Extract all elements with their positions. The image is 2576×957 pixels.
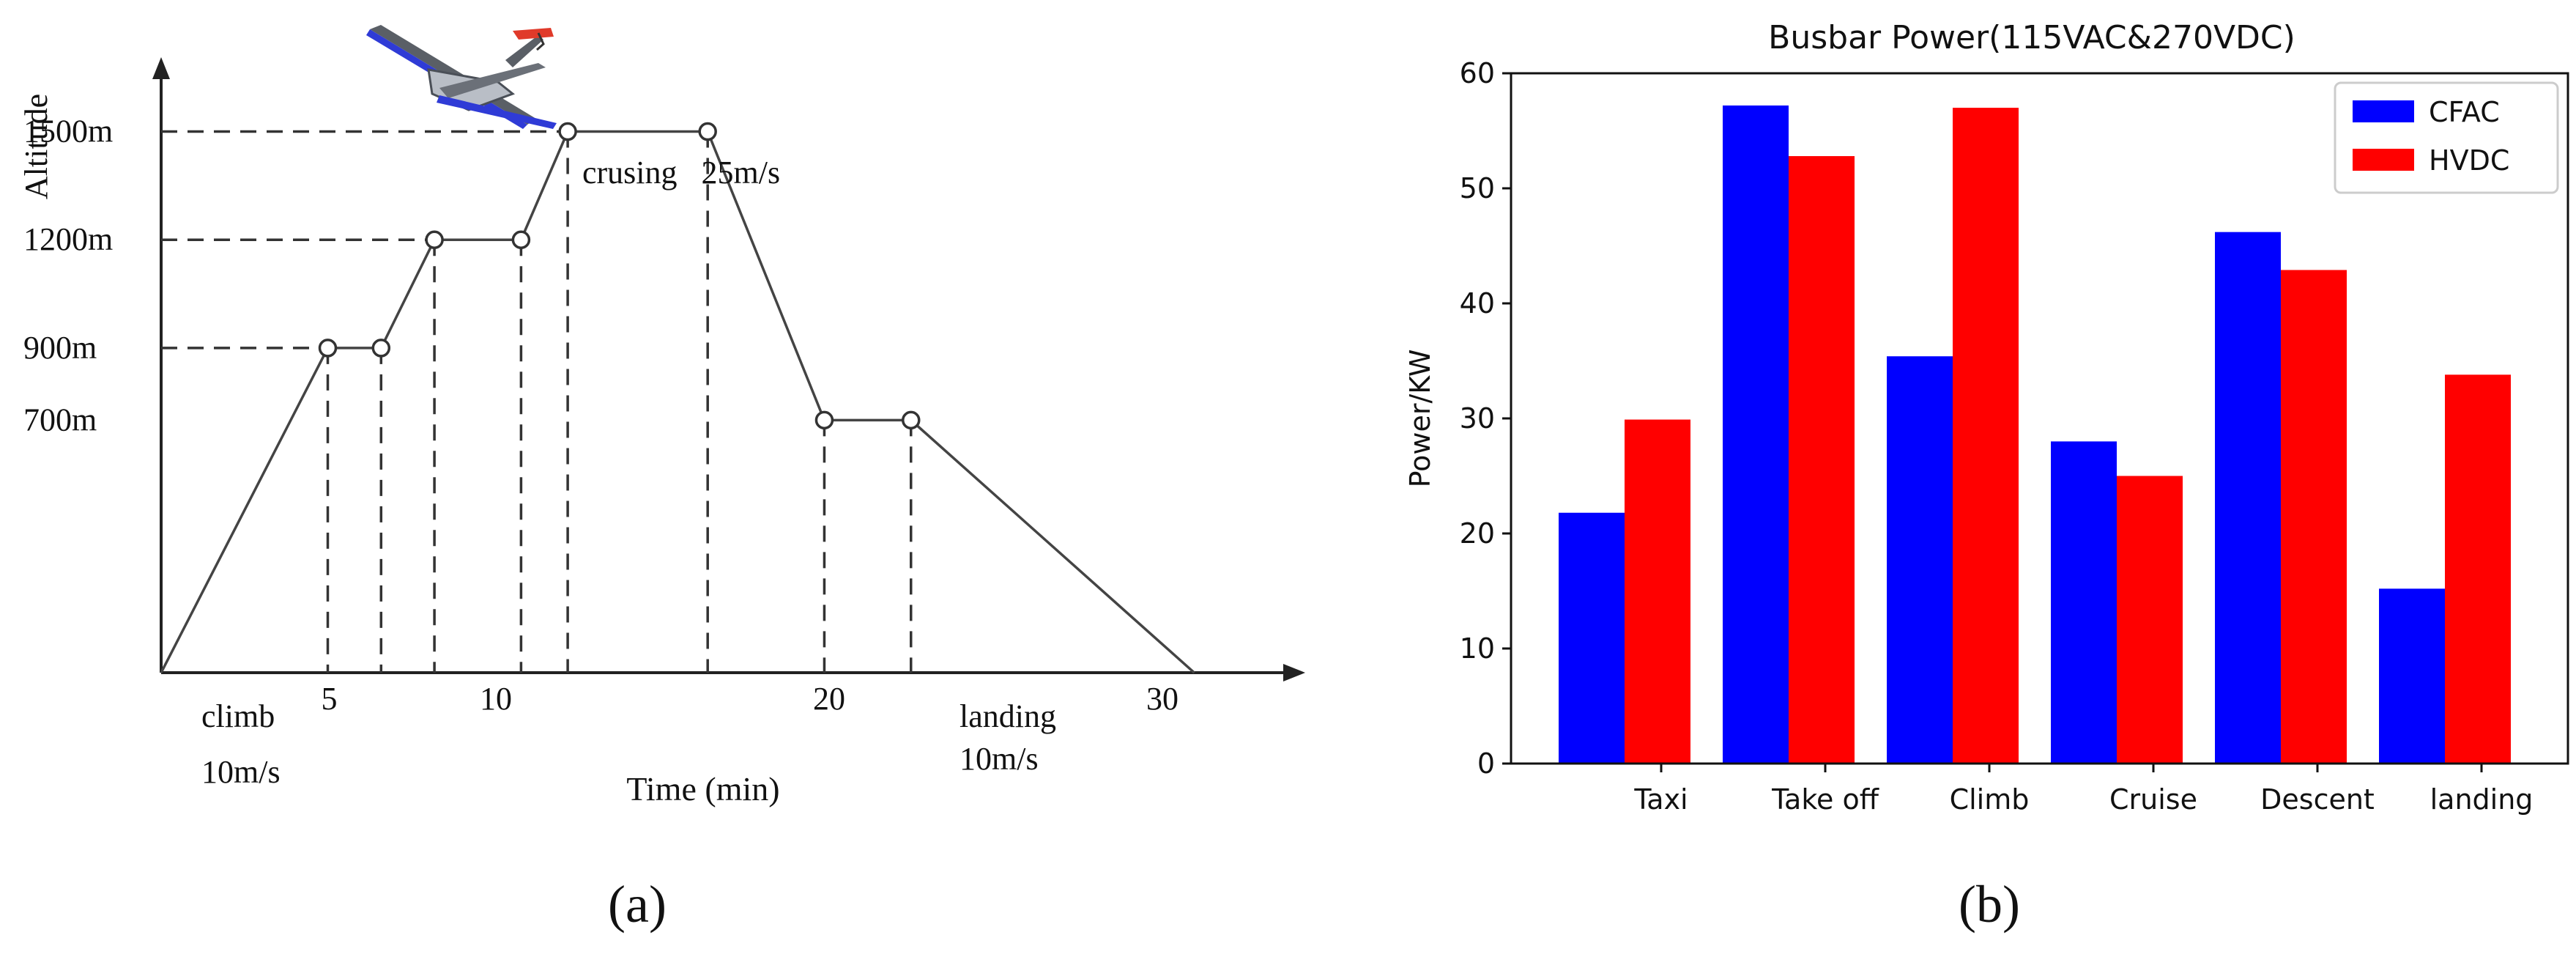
altitude-line [160, 130, 1195, 674]
x-tick-label: Cruise [2109, 783, 2197, 816]
bar-hvdc-landing [2445, 374, 2511, 764]
altitude-profile-chart: Altitude 700m 900m 1200m 1500m 5 10 20 30 clim… [18, 25, 1305, 934]
reference-dashed-lines [161, 130, 913, 673]
x-ticks: Taxi Take off Climb Cruise Descent landing [1633, 764, 2533, 816]
x-tick-label: Take off [1771, 783, 1879, 816]
waypoint-marker [902, 410, 921, 430]
waypoint-marker [425, 230, 444, 249]
x-tick-label: Climb [1950, 783, 2030, 816]
legend-label-hvdc: HVDC [2429, 144, 2509, 177]
bar-cfac-landing [2379, 588, 2445, 764]
altitude-tick-label: 900m [23, 330, 97, 366]
waypoint-marker [558, 122, 577, 141]
cruise-label: crusing 25m/s [582, 155, 780, 191]
waypoint-marker [318, 339, 338, 358]
bar-cfac-climb [1887, 356, 1953, 764]
x-axis-arrow [1283, 664, 1305, 681]
landing-speed-label: 10m/s [959, 741, 1039, 777]
legend-label-cfac: CFAC [2429, 96, 2500, 128]
time-tick-label: 20 [813, 681, 845, 717]
landing-label: landing [959, 698, 1056, 734]
chart-title: Busbar Power(115VAC&270VDC) [1768, 19, 2295, 56]
time-tick-label: 10 [480, 681, 512, 717]
altitude-tick-label: 1500m [23, 114, 113, 149]
airplane-icon [366, 25, 557, 129]
climb-label: climb [201, 698, 275, 734]
y-tick-label: 50 [1460, 172, 1495, 204]
y-axis-label: Power/KW [1404, 350, 1436, 488]
altitude-tick-labels: 700m 900m 1200m 1500m [23, 114, 113, 438]
legend-swatch-cfac [2353, 100, 2414, 122]
y-ticks: 0 10 20 30 40 50 60 [1460, 57, 1511, 780]
waypoint-marker [698, 122, 717, 141]
time-tick-labels: 5 10 20 30 [322, 681, 1179, 717]
bar-hvdc-cruise [2117, 476, 2183, 764]
waypoint-marker [511, 230, 531, 249]
bar-cfac-descent [2215, 232, 2281, 764]
bar-cfac-take-off [1723, 105, 1789, 764]
waypoint-marker [371, 339, 391, 358]
bars [1559, 105, 2511, 764]
altitude-axes [152, 57, 1305, 681]
waypoint-marker [814, 410, 834, 430]
altitude-tick-label: 700m [23, 402, 97, 437]
y-axis-arrow [152, 57, 170, 79]
y-tick-label: 0 [1477, 747, 1495, 780]
y-tick-label: 10 [1460, 632, 1495, 665]
x-axis-label: Time (min) [626, 770, 779, 808]
time-tick-label: 30 [1146, 681, 1178, 717]
legend-swatch-hvdc [2353, 149, 2414, 171]
bar-hvdc-descent [2281, 270, 2347, 764]
bar-hvdc-taxi [1625, 419, 1690, 764]
x-tick-label: Taxi [1633, 783, 1688, 816]
bar-hvdc-climb [1953, 108, 2019, 764]
x-tick-label: Descent [2260, 783, 2375, 816]
y-tick-label: 40 [1460, 287, 1495, 319]
legend: CFAC HVDC [2334, 81, 2559, 194]
bar-hvdc-take-off [1789, 156, 1855, 764]
y-tick-label: 30 [1460, 402, 1495, 435]
bar-cfac-taxi [1559, 512, 1625, 764]
y-axis-label: Altitude [18, 94, 54, 199]
bar-cfac-cruise [2051, 441, 2117, 764]
climb-speed-label: 10m/s [201, 754, 281, 790]
altitude-tick-label: 1200m [23, 221, 113, 257]
y-tick-label: 20 [1460, 517, 1495, 550]
time-tick-label: 5 [322, 681, 338, 717]
panel-b-label: (b) [1959, 875, 2020, 934]
panel-a-label: (a) [608, 875, 667, 934]
y-tick-label: 60 [1460, 57, 1495, 89]
x-tick-label: landing [2430, 783, 2534, 816]
flight-profile [160, 122, 1195, 674]
busbar-power-chart: Busbar Power(115VAC&270VDC) 0 10 20 30 40 50 6… [1404, 19, 2569, 934]
